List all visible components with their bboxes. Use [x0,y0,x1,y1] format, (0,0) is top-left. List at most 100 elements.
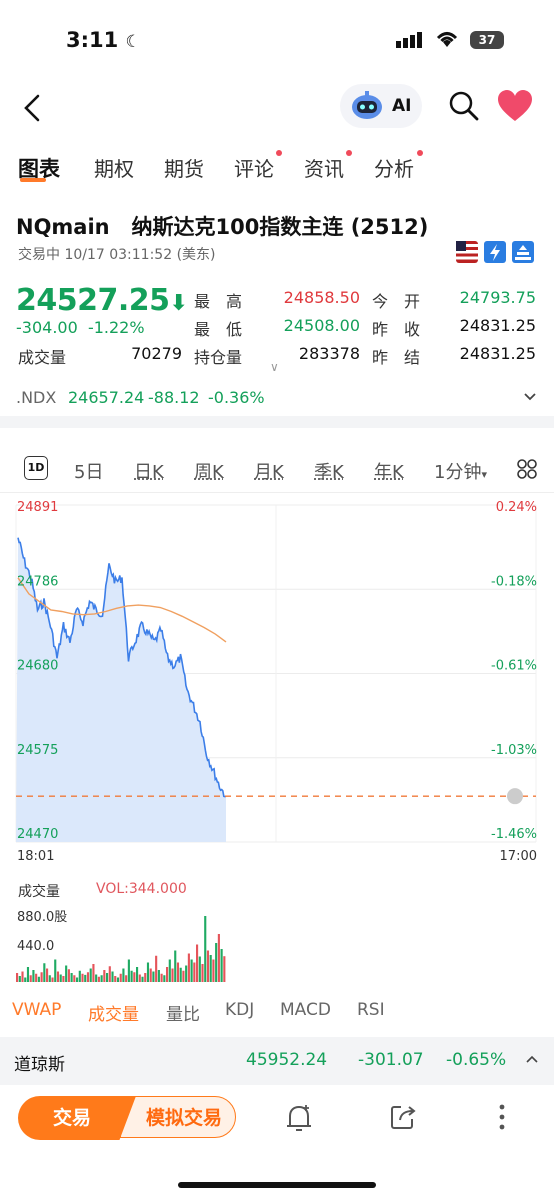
open-interest-value: 283378 [298,344,360,363]
volume-bar [16,973,19,982]
prev-settle-value: 24831.25 [459,344,536,363]
y-axis-label: 24575 [17,743,58,758]
volume-bar [185,965,188,982]
volume-bar [116,977,120,982]
lightning-icon[interactable] [484,241,506,263]
tab-chart[interactable]: 图表 [18,157,60,181]
volume-bar [81,973,84,982]
index-ticker-bar[interactable] [0,1037,554,1085]
chevron-down-icon[interactable] [522,388,538,408]
volume-bar [111,971,114,982]
alert-bell-icon[interactable] [284,1102,314,1138]
indicator-rsi[interactable]: RSI [357,1000,385,1020]
djia-change: -301.07 [358,1050,424,1070]
djia-price: 45952.24 [246,1050,328,1070]
volume-title: 成交量 [18,884,60,900]
volume-bar [65,965,68,982]
tab-comments[interactable]: 评论 [234,157,274,181]
volume-bar [97,976,100,982]
pct-axis-label: 0.24% [496,500,537,515]
volume-bar [149,968,152,982]
period-daily[interactable]: 日K [134,462,164,483]
volume-chart[interactable]: 880.0股 440.0 [0,905,554,983]
volume-bar [78,970,81,982]
us-flag-icon [456,241,478,263]
volume-bar [67,969,70,982]
volume-bar [108,966,111,982]
tab-futures[interactable]: 期货 [164,157,204,181]
back-button[interactable] [14,88,54,128]
volume-bar [125,975,128,982]
volume-bar [144,973,147,982]
volume-current: VOL:344.000 [96,881,187,897]
expand-quote-icon[interactable]: ∨ [270,360,279,374]
period-quarterly[interactable]: 季K [314,462,344,483]
notification-dot [346,150,352,156]
volume-bar [70,973,73,982]
volume-bar [18,976,21,982]
favorite-button[interactable] [496,88,534,124]
level-icon[interactable] [512,241,534,263]
period-monthly[interactable]: 月K [254,462,284,483]
pct-axis-label: -1.46% [491,827,537,842]
volume-bar [103,970,106,982]
volume-bar [138,974,141,982]
tab-options[interactable]: 期权 [94,157,134,181]
ndx-symbol[interactable]: .NDX [16,388,57,407]
volume-bar [43,963,46,982]
trade-button[interactable]: 交易 [18,1096,136,1140]
trading-status: 交易中 10/17 03:11:52 (美东) [18,247,216,263]
period-minute-select[interactable]: 1分钟▾ [434,462,487,483]
price-change: -304.00 -1.22% [16,318,145,337]
volume-bar [215,943,218,982]
price-area [16,537,226,842]
volume-bar [54,959,57,982]
volume-bar [206,950,210,982]
volume-bar [201,964,204,982]
share-icon[interactable] [388,1102,418,1136]
home-indicator [178,1182,376,1188]
volume-bar [56,971,60,982]
notification-dot [276,150,282,156]
search-button[interactable] [446,88,482,124]
simulated-trade-button[interactable]: 模拟交易 [120,1096,236,1138]
volume-bar [86,972,90,982]
volume-bar [209,955,212,982]
volume-bar [160,973,163,982]
period-1d[interactable]: 1D [24,456,48,480]
pct-axis-label: -1.03% [491,743,537,758]
djia-change-pct: -0.65% [446,1050,507,1070]
open-interest-label: 持仓量 [194,348,243,367]
volume-bar [106,973,109,982]
wifi-icon [434,29,460,53]
section-divider [0,416,554,428]
search-icon [449,91,479,121]
djia-name: 道琼斯 [14,1055,65,1075]
volume-bar [155,955,158,982]
indicator-volume[interactable]: 成交量 [88,1005,139,1025]
period-yearly[interactable]: 年K [374,462,404,483]
high-value: 24858.50 [283,288,360,307]
more-options-icon[interactable] [494,1102,510,1136]
volume-bar [198,956,201,982]
volume-bar [193,962,196,982]
volume-bar [179,967,182,982]
ai-assistant-button[interactable] [340,84,422,128]
indicator-vwap[interactable]: VWAP [12,1000,62,1020]
volume-bar [119,973,122,982]
indicator-kdj[interactable]: KDJ [225,1000,255,1020]
volume-bar [114,976,117,982]
grid-layout-icon[interactable] [516,458,538,484]
tab-news[interactable]: 资讯 [304,157,344,181]
volume-bar [95,974,98,982]
indicator-macd[interactable]: MACD [280,1000,331,1020]
tab-analysis[interactable]: 分析 [374,157,414,181]
period-5d[interactable]: 5日 [74,462,104,483]
volume-bar [166,967,169,982]
period-weekly[interactable]: 周K [194,462,224,483]
chevron-up-icon[interactable] [524,1052,540,1072]
indicator-volume-ratio[interactable]: 量比 [166,1005,200,1025]
price-chart[interactable]: 24891 0.24% 24786 -0.18% 24680 -0.61% 24575 -1.… [0,495,554,870]
volume-bar [174,950,177,982]
ndx-change: -88.12 [148,388,200,407]
